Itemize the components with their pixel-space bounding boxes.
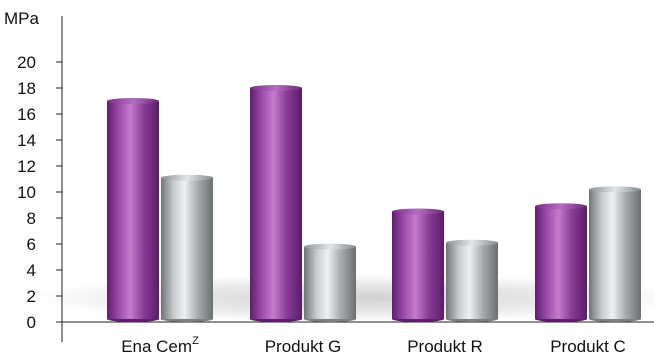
bar-top (304, 243, 356, 250)
bar-body (392, 211, 444, 319)
bar-body (535, 206, 587, 319)
y-tick-label: 16 (17, 105, 36, 124)
bar-top (589, 186, 641, 193)
bar-series-2-2 (304, 243, 356, 322)
category-labels: Ena CemZ Produkt G Produkt R Produkt C (121, 335, 626, 356)
y-tick-label: 4 (27, 261, 36, 280)
y-axis: 0 2 4 6 8 10 12 14 16 18 20 (17, 16, 654, 342)
bar-series-2-4 (589, 186, 641, 322)
y-tick-label: 0 (27, 313, 36, 332)
y-tick-label: 14 (17, 131, 36, 150)
category-label: Produkt G (265, 337, 342, 356)
category-superscript: Z (192, 335, 199, 347)
category-label: Produkt C (550, 337, 626, 356)
bar-series-1-1 (107, 98, 159, 322)
y-tick-label: 6 (27, 235, 36, 254)
bar-top (250, 85, 302, 91)
bar-top (446, 239, 498, 246)
bar-series-2-3 (446, 239, 498, 322)
y-tick-label: 10 (17, 183, 36, 202)
y-tick-label: 2 (27, 287, 36, 306)
category-label: Ena CemZ (121, 335, 199, 356)
bar-series-1-2 (250, 85, 302, 322)
y-tick-label: 18 (17, 79, 36, 98)
bar-body (250, 88, 302, 319)
bar-top (535, 203, 587, 210)
y-tick-label: 8 (27, 209, 36, 228)
bar-body (589, 189, 641, 319)
y-tick-label: 12 (17, 157, 36, 176)
bars (107, 85, 641, 322)
bar-body (304, 246, 356, 319)
y-tick-label: 20 (17, 53, 36, 72)
y-axis-unit-label: MPa (4, 9, 40, 28)
bar-body (446, 242, 498, 319)
bar-top (107, 98, 159, 104)
bar-body (107, 101, 159, 319)
category-label: Produkt R (407, 337, 483, 356)
bar-series-1-3 (392, 208, 444, 322)
bar-series-1-4 (535, 203, 587, 322)
bar-series-2-1 (161, 174, 213, 322)
bar-body (161, 177, 213, 319)
bar-top (392, 208, 444, 215)
bar-top (161, 174, 213, 181)
